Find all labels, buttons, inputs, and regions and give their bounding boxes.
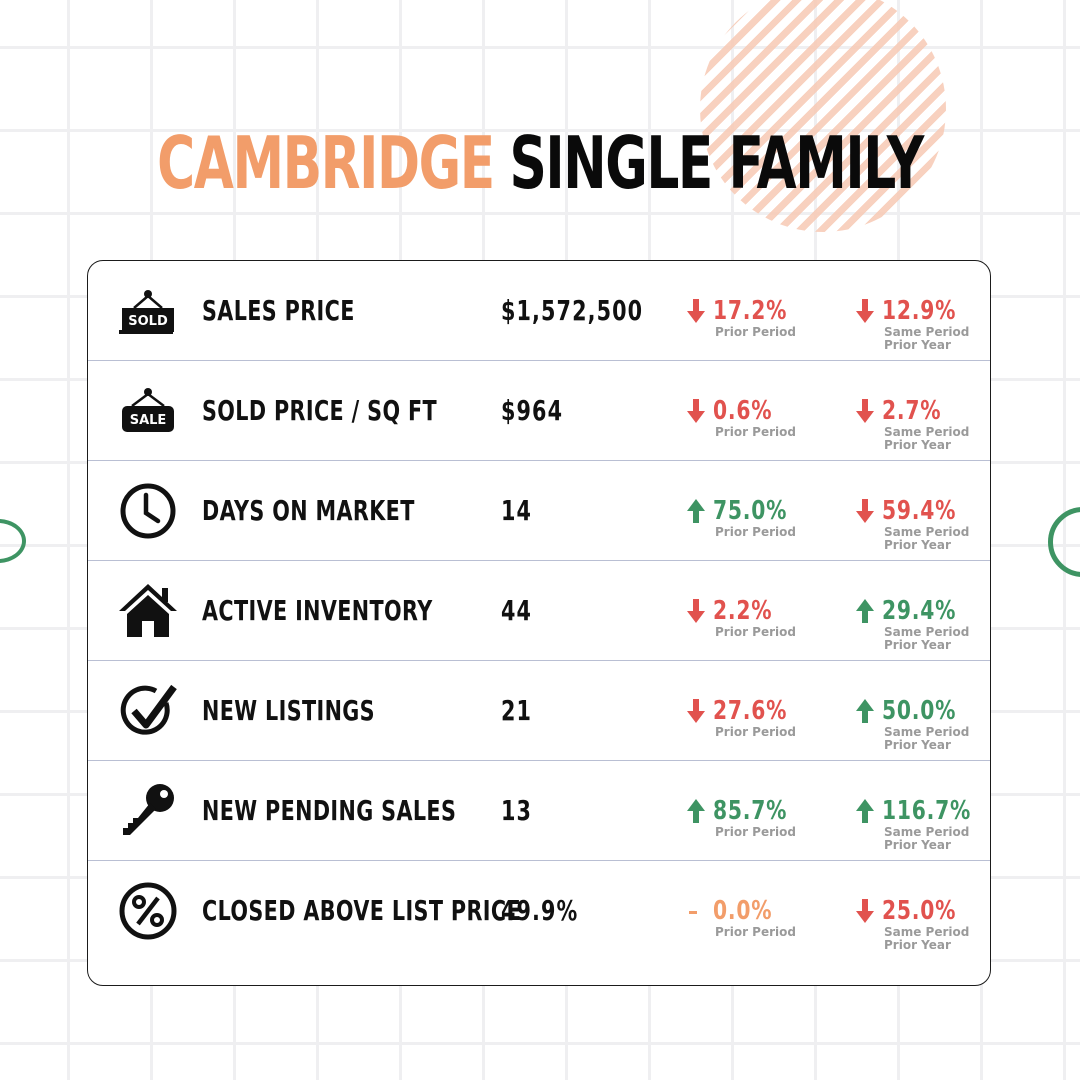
change-percent: 12.9% <box>882 296 957 326</box>
change-percent: 116.7% <box>882 796 972 826</box>
up-arrow-icon <box>687 499 705 523</box>
change-percent: 27.6% <box>713 696 788 726</box>
up-arrow-icon <box>856 799 874 823</box>
change-percent: 0.0% <box>713 896 773 926</box>
stat-row-active-inventory: ACTIVE INVENTORY 44 2.2% Prior Period 29… <box>88 561 990 661</box>
svg-text:SALE: SALE <box>130 413 167 428</box>
change-caption: Prior Period <box>715 825 796 839</box>
stat-value: $1,572,500 <box>501 294 644 327</box>
key-icon <box>116 781 180 841</box>
house-icon <box>116 581 180 641</box>
change-caption: Same Period Prior Year <box>884 825 970 852</box>
sold-sign-icon: SOLD <box>116 281 180 341</box>
stat-label: ACTIVE INVENTORY <box>202 594 433 627</box>
stat-label: NEW LISTINGS <box>202 694 375 727</box>
stats-panel: SOLD SALES PRICE $1,572,500 17.2% Prior … <box>87 260 991 986</box>
svg-text:SOLD: SOLD <box>128 314 168 329</box>
down-arrow-icon <box>856 399 874 423</box>
change-percent: 2.2% <box>713 596 773 626</box>
down-arrow-icon <box>856 499 874 523</box>
clock-icon <box>116 481 180 541</box>
change-caption: Prior Period <box>715 625 796 639</box>
stat-label: SALES PRICE <box>202 294 355 327</box>
change-percent: 17.2% <box>713 296 788 326</box>
change-caption: Prior Period <box>715 525 796 539</box>
change-percent: 85.7% <box>713 796 788 826</box>
change-caption: Prior Period <box>715 925 796 939</box>
down-arrow-icon <box>687 599 705 623</box>
stat-label: CLOSED ABOVE LIST PRICE <box>202 894 521 927</box>
stat-value: $964 <box>501 394 564 427</box>
change-percent: 50.0% <box>882 696 957 726</box>
change-percent: 59.4% <box>882 496 957 526</box>
ring-decoration-right <box>1048 507 1080 577</box>
stat-label: DAYS ON MARKET <box>202 494 415 527</box>
change-caption: Prior Period <box>715 325 796 339</box>
change-percent: 0.6% <box>713 396 773 426</box>
down-arrow-icon <box>856 299 874 323</box>
stat-value: 13 <box>501 794 533 827</box>
flat-dash-icon <box>689 911 697 914</box>
percent-circle-icon <box>116 881 180 941</box>
up-arrow-icon <box>856 699 874 723</box>
change-percent: 29.4% <box>882 596 957 626</box>
change-percent: 2.7% <box>882 396 942 426</box>
down-arrow-icon <box>687 699 705 723</box>
change-caption: Prior Period <box>715 425 796 439</box>
stat-row-new-pending-sales: NEW PENDING SALES 13 85.7% Prior Period … <box>88 761 990 861</box>
up-arrow-icon <box>856 599 874 623</box>
stat-value: 14 <box>501 494 533 527</box>
down-arrow-icon <box>687 299 705 323</box>
down-arrow-icon <box>856 899 874 923</box>
stat-label: SOLD PRICE / SQ FT <box>202 394 438 427</box>
change-caption: Prior Period <box>715 725 796 739</box>
stat-label: NEW PENDING SALES <box>202 794 457 827</box>
stat-value: 21 <box>501 694 533 727</box>
change-caption: Same Period Prior Year <box>884 525 970 552</box>
sale-sign-icon: SALE <box>116 381 180 441</box>
stat-row-days-on-market: DAYS ON MARKET 14 75.0% Prior Period 59.… <box>88 461 990 561</box>
change-percent: 25.0% <box>882 896 957 926</box>
up-arrow-icon <box>687 799 705 823</box>
stat-row-new-listings: NEW LISTINGS 21 27.6% Prior Period 50.0%… <box>88 661 990 761</box>
down-arrow-icon <box>687 399 705 423</box>
stat-row-sold-price-sqft: SALE SOLD PRICE / SQ FT $964 0.6% Prior … <box>88 361 990 461</box>
stat-value: 49.9% <box>501 894 579 927</box>
checkmark-circle-icon <box>116 681 180 741</box>
stat-row-closed-above-list: CLOSED ABOVE LIST PRICE 49.9% 0.0% Prior… <box>88 861 990 961</box>
title-type: SINGLE FAMILY <box>509 121 925 205</box>
change-caption: Same Period Prior Year <box>884 625 970 652</box>
change-percent: 75.0% <box>713 496 788 526</box>
striped-circle-decoration <box>700 0 946 232</box>
change-caption: Same Period Prior Year <box>884 325 970 352</box>
change-caption: Same Period Prior Year <box>884 425 970 452</box>
change-caption: Same Period Prior Year <box>884 925 970 952</box>
stat-row-sales-price: SOLD SALES PRICE $1,572,500 17.2% Prior … <box>88 261 990 361</box>
ring-decoration-left <box>0 519 26 563</box>
title-city: CAMBRIDGE <box>157 121 495 205</box>
change-caption: Same Period Prior Year <box>884 725 970 752</box>
stat-value: 44 <box>501 594 533 627</box>
page-title: CAMBRIDGE SINGLE FAMILY <box>151 118 929 208</box>
